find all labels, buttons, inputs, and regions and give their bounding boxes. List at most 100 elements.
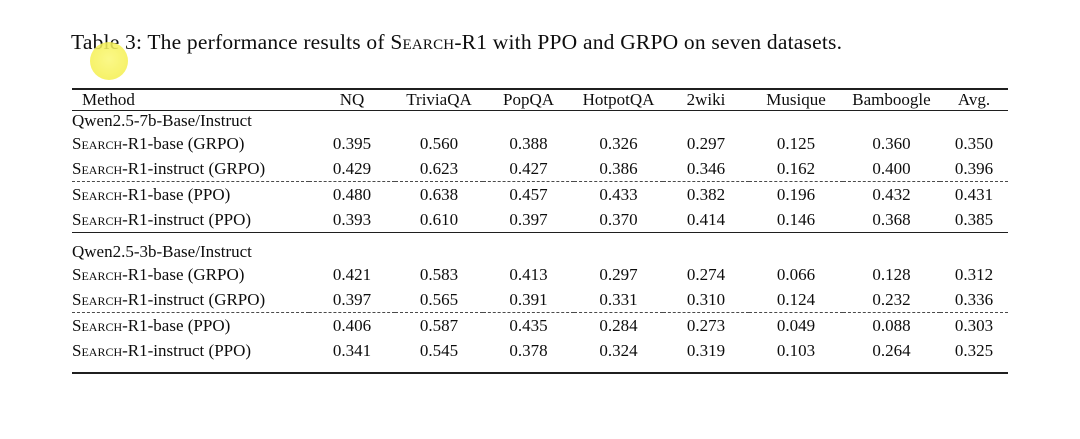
value-cell-popqa: 0.397 [509,209,548,229]
method-cell: Search-R1-base (PPO) [72,312,309,338]
value-cell-hotpotqa: 0.284 [574,312,663,338]
method-smallcaps: Search [72,289,123,309]
method-smallcaps: Search [72,184,123,204]
column-header-bamboogle: Bamboogle [843,89,940,111]
column-header-musique: Musique [749,89,843,111]
table-caption: Table 3: The performance results of Sear… [71,27,1031,57]
table-row: Search-R1-instruct (GRPO) 0.429 0.623 0.427… [72,156,1008,182]
results-table-container: Method NQ TriviaQA PopQA HotpotQA 2wiki Musiqu… [72,88,1008,374]
value-cell-avg: 0.385 [954,209,994,229]
value-cell-nq: 0.421 [332,264,372,284]
value-cell-2wiki: 0.274 [686,264,726,284]
table-row: Search-R1-base (PPO) 0.480 0.638 0.457 0.433… [72,181,1008,207]
value-cell-popqa: 0.388 [509,133,548,153]
value-cell-avg: 0.303 [940,312,1008,338]
section-header-qwen253bbaseinstruct: Qwen2.5-3b-Base/Instruct [72,232,1008,262]
column-header-nq: NQ [309,89,395,111]
results-table: Method NQ TriviaQA PopQA HotpotQA 2wiki Musiqu… [72,88,1008,374]
value-cell-musique: 0.125 [776,133,816,153]
value-cell-popqa: 0.378 [509,340,548,360]
value-cell-triviaqa: 0.583 [419,264,459,284]
value-cell-hotpotqa: 0.370 [599,209,638,229]
value-cell-popqa: 0.413 [509,264,548,284]
value-cell-bamboogle: 0.088 [843,312,940,338]
column-header-avg: Avg. [940,89,1008,111]
value-cell-triviaqa: 0.610 [419,209,459,229]
value-cell-musique: 0.124 [776,289,816,309]
table-row: Search-R1-instruct (PPO) 0.341 0.545 0.378 0… [72,338,1008,373]
value-cell-popqa: 0.427 [509,158,548,178]
value-cell-popqa: 0.457 [483,181,574,207]
method-smallcaps: Search [72,264,123,284]
caption-suffix: with PPO and GRPO on seven datasets. [487,30,843,54]
value-cell-avg: 0.312 [954,264,994,284]
value-cell-nq: 0.341 [332,340,372,360]
table-row: Search-R1-base (GRPO) 0.421 0.583 0.413 0.29… [72,262,1008,287]
value-cell-popqa: 0.435 [483,312,574,338]
value-cell-nq: 0.393 [332,209,372,229]
value-cell-hotpotqa: 0.326 [599,133,638,153]
value-cell-hotpotqa: 0.297 [599,264,638,284]
method-cell: Search-R1-instruct (PPO) [72,340,252,360]
section-header-row: Qwen2.5-7b-Base/Instruct [72,111,1008,132]
value-cell-avg: 0.325 [954,340,994,360]
value-cell-avg: 0.396 [954,158,994,178]
value-cell-2wiki: 0.273 [663,312,749,338]
value-cell-nq: 0.406 [309,312,395,338]
table-row: Search-R1-base (GRPO) 0.395 0.560 0.388 0.32… [72,131,1008,156]
value-cell-musique: 0.162 [776,158,816,178]
value-cell-nq: 0.397 [332,289,372,309]
value-cell-musique: 0.049 [749,312,843,338]
column-header-popqa: PopQA [483,89,574,111]
value-cell-musique: 0.103 [776,340,816,360]
value-cell-bamboogle: 0.264 [872,340,911,360]
value-cell-musique: 0.066 [776,264,816,284]
section-header-row: Qwen2.5-3b-Base/Instruct [72,232,1008,262]
table-row: Search-R1-base (PPO) 0.406 0.587 0.435 0.284… [72,312,1008,338]
value-cell-triviaqa: 0.638 [395,181,483,207]
value-cell-triviaqa: 0.560 [419,133,459,153]
method-cell: Search-R1-base (PPO) [72,181,309,207]
method-cell: Search-R1-instruct (GRPO) [72,158,266,178]
method-cell: Search-R1-instruct (PPO) [72,209,252,229]
value-cell-triviaqa: 0.623 [419,158,459,178]
table-row: Search-R1-instruct (GRPO) 0.397 0.565 0.391… [72,287,1008,313]
value-cell-musique: 0.196 [749,181,843,207]
click-highlight-marker [90,42,128,80]
value-cell-2wiki: 0.346 [686,158,726,178]
value-cell-bamboogle: 0.232 [872,289,911,309]
value-cell-2wiki: 0.382 [663,181,749,207]
caption-method-name: Search-R1 [390,30,488,54]
value-cell-avg: 0.336 [954,289,994,309]
method-cell: Search-R1-base (GRPO) [72,264,245,284]
value-cell-2wiki: 0.414 [686,209,726,229]
value-cell-avg: 0.431 [940,181,1008,207]
value-cell-musique: 0.146 [776,209,816,229]
header-row: Method NQ TriviaQA PopQA HotpotQA 2wiki Musiqu… [72,89,1008,111]
value-cell-hotpotqa: 0.433 [574,181,663,207]
section-header-qwen257bbaseinstruct: Qwen2.5-7b-Base/Instruct [72,111,252,130]
value-cell-hotpotqa: 0.386 [599,158,638,178]
value-cell-2wiki: 0.310 [686,289,726,309]
value-cell-2wiki: 0.297 [686,133,726,153]
value-cell-triviaqa: 0.545 [419,340,459,360]
value-cell-bamboogle: 0.432 [843,181,940,207]
table-row: Search-R1-instruct (PPO) 0.393 0.610 0.397 0… [72,207,1008,233]
method-cell: Search-R1-instruct (GRPO) [72,289,266,309]
method-smallcaps: Search [72,340,123,360]
column-header-triviaqa: TriviaQA [395,89,483,111]
table-body: Qwen2.5-7b-Base/Instruct Search-R1-base (… [72,111,1008,374]
method-cell: Search-R1-base (GRPO) [72,133,245,153]
column-header-hotpotqa: HotpotQA [574,89,663,111]
value-cell-triviaqa: 0.587 [395,312,483,338]
value-cell-triviaqa: 0.565 [419,289,459,309]
value-cell-hotpotqa: 0.331 [599,289,638,309]
method-smallcaps: Search [72,209,123,229]
value-cell-nq: 0.395 [332,133,372,153]
method-smallcaps: Search [72,133,123,153]
column-header-method: Method [72,89,309,111]
value-cell-2wiki: 0.319 [686,340,726,360]
value-cell-hotpotqa: 0.324 [599,340,638,360]
value-cell-nq: 0.429 [332,158,372,178]
